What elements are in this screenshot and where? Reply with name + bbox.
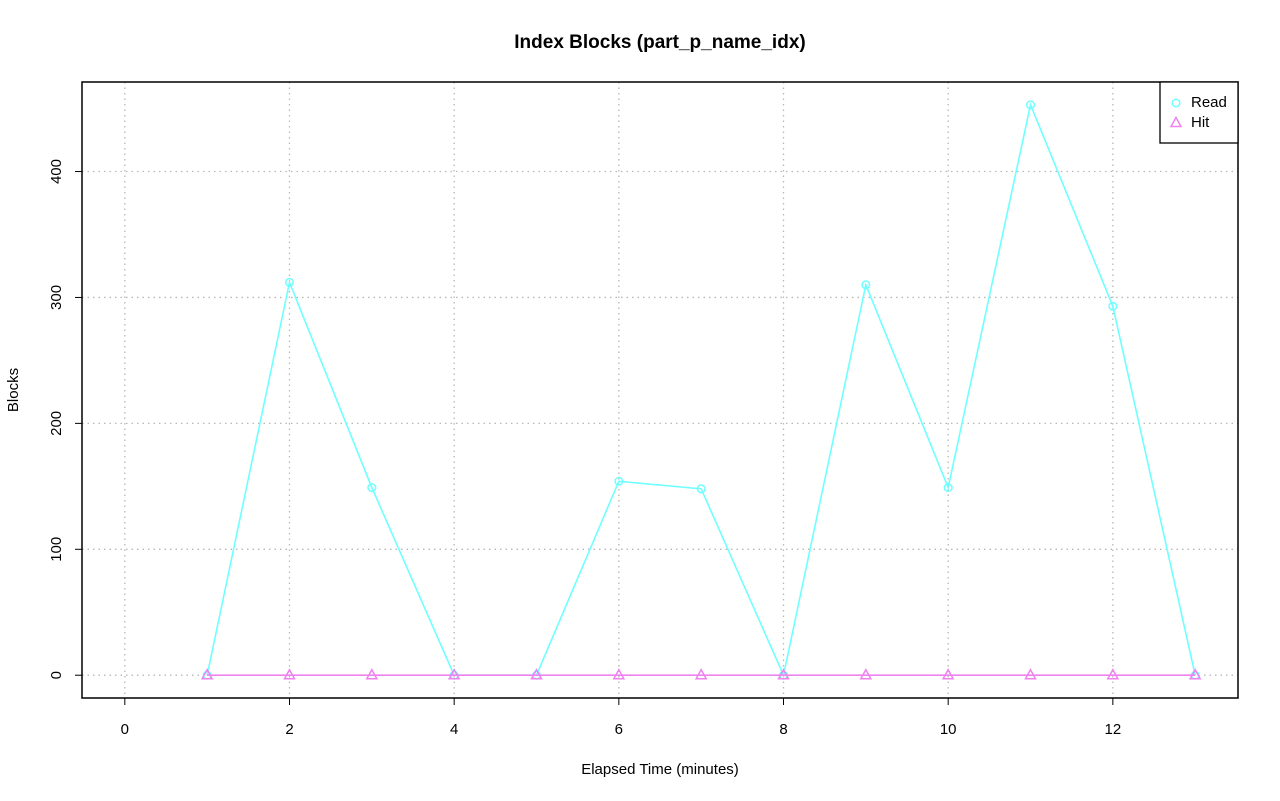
data-point (200, 668, 214, 680)
data-point (1025, 100, 1036, 110)
legend-box (1159, 81, 1239, 144)
data-point (1188, 668, 1202, 680)
data-point (284, 277, 295, 287)
x-tick-label: 0 (121, 721, 129, 738)
legend-label: Read (1191, 94, 1227, 111)
legend-label: Hit (1191, 114, 1210, 131)
x-tick-label: 2 (285, 721, 293, 738)
data-point (614, 476, 624, 486)
legend-marker (1171, 98, 1181, 108)
x-tick-label: 10 (940, 721, 957, 738)
data-point (777, 668, 790, 680)
data-point (696, 484, 706, 494)
legend-marker (1169, 115, 1183, 128)
x-tick-label: 12 (1105, 721, 1122, 738)
data-point (365, 668, 379, 680)
x-tick-label: 4 (450, 721, 458, 738)
data-point (859, 668, 873, 680)
y-tick-label: 400 (48, 159, 65, 184)
data-point (1106, 668, 1120, 680)
data-point (612, 668, 626, 680)
data-point (283, 668, 296, 680)
x-tick-label: 6 (615, 721, 623, 738)
y-axis-label: Blocks (5, 368, 22, 412)
data-point (530, 668, 543, 680)
x-tick-label: 8 (779, 721, 787, 738)
data-point (861, 280, 871, 290)
y-tick-label: 300 (48, 285, 65, 310)
data-point (367, 483, 377, 493)
chart-title: Index Blocks (part_p_name_idx) (514, 32, 805, 53)
plot-frame (81, 81, 1239, 699)
data-point (694, 668, 708, 680)
y-tick-label: 200 (48, 411, 65, 436)
y-tick-label: 100 (48, 537, 65, 562)
y-tick-label: 0 (48, 671, 65, 679)
x-axis-label: Elapsed Time (minutes) (581, 761, 739, 778)
data-point (1024, 668, 1037, 680)
data-point (1108, 301, 1118, 311)
data-point (447, 668, 461, 680)
data-point (941, 668, 955, 680)
data-point (943, 483, 953, 493)
series-line (206, 102, 1196, 678)
